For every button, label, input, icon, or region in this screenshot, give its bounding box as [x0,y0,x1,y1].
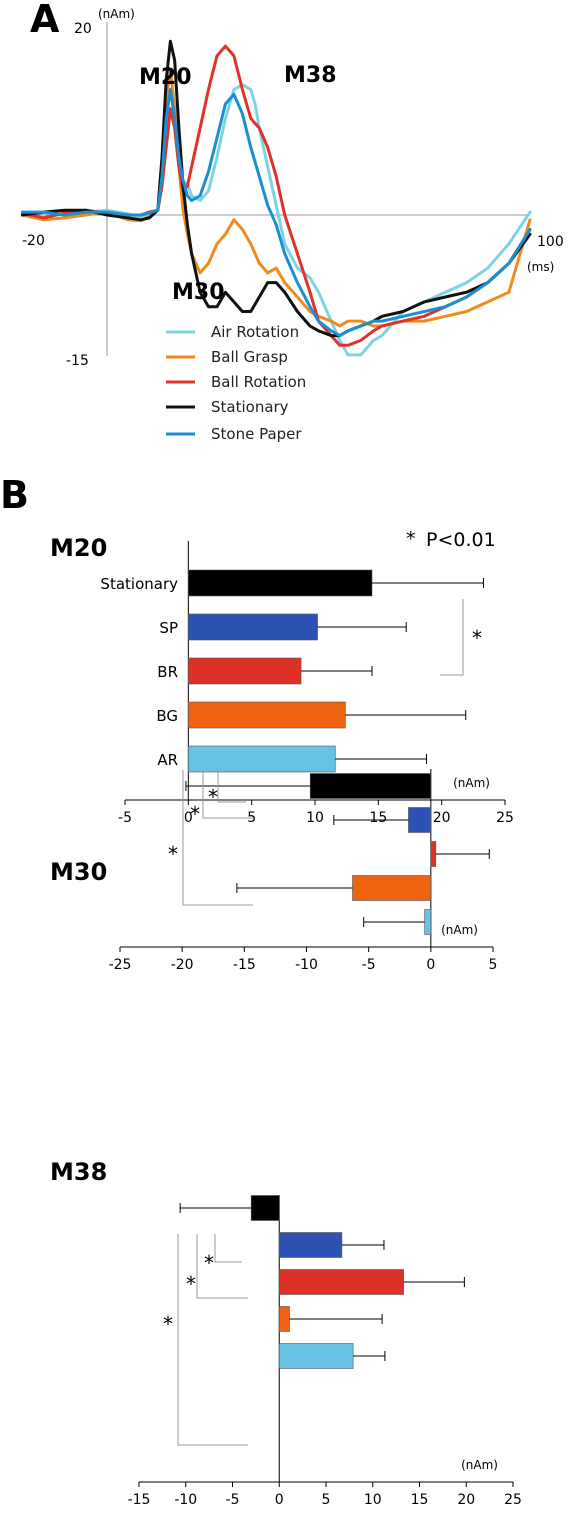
category-label-stationary: Stationary [100,575,178,593]
panel-b-letter: B [0,473,29,517]
panel-a-letter: A [30,0,60,41]
bar-br [188,657,302,685]
significance-star: * [186,1272,196,1296]
bar-stationary [309,773,432,799]
bar-chart-m38: M38 -15 -10 -5 0 5 10 15 20 25 (nAm) * * * [50,1158,522,1508]
legend-label-ball-grasp: Ball Grasp [211,348,288,366]
x-tick-label: -15 [233,957,256,973]
significance-star: * [163,1312,173,1336]
waveform-stationary [20,39,532,338]
note-star: * [406,528,416,550]
waveform-stone-paper [20,88,532,338]
y-tick-top: 20 [74,21,92,37]
x-tick-label: 20 [457,1492,475,1508]
waveform-series [20,39,532,357]
unit-label: (nAm) [461,1458,498,1472]
x-tick-label: -10 [174,1492,197,1508]
x-tick-label: -15 [128,1492,151,1508]
significance-bracket [217,770,246,803]
bar-sp [188,613,318,641]
x-tick-label: -5 [118,810,132,826]
bar-bg [278,1306,290,1332]
bar-bg [352,875,432,901]
peak-label-m30: M30 [172,280,225,305]
significance-bracket [440,599,464,676]
legend-label-air-rotation: Air Rotation [211,323,299,341]
x-tick-label: 0 [426,957,435,973]
x-tick-label: 25 [504,1492,522,1508]
significance-note: P<0.01 [426,529,496,551]
unit-label: (nAm) [453,776,490,790]
legend-label-stone-paper: Stone Paper [211,425,302,443]
peak-label-m38: M38 [284,63,337,88]
bar-br [430,841,437,867]
bar-br [278,1269,404,1295]
bar-stationary [188,569,373,597]
y-unit-label: (nAm) [98,7,135,21]
significance-star: * [204,1251,214,1275]
bar-ar [188,745,336,773]
x-tick-label: 15 [369,810,387,826]
bar-chart-m20: M20 * P<0.01 -5 0 5 10 15 20 25(nAm)Stationary… [50,528,514,826]
x-tick-label: -25 [109,957,132,973]
bar-ar [424,909,432,935]
x-tick-label: 5 [322,1492,331,1508]
category-label-br: BR [157,663,178,681]
waveform-chart: 20 (nAm) -15 -20 100 (ms) M20 M30 M38 Ai… [20,7,564,443]
x-tick-label: 5 [489,957,498,973]
significance-bracket [177,1234,248,1446]
chart-title-m20: M20 [50,534,107,562]
category-label-ar: AR [157,751,178,769]
x-tick-label: 0 [275,1492,284,1508]
legend-label-stationary: Stationary [211,398,289,416]
legend: Air Rotation Ball Grasp Ball Rotation Stati… [166,323,306,443]
chart-title-m30: M30 [50,858,107,886]
unit-label: (nAm) [441,923,478,937]
significance-bracket [196,1234,248,1299]
significance-bracket [182,770,253,906]
category-label-bg: BG [156,707,178,725]
bar-sp [278,1232,343,1258]
bar-stationary [250,1195,280,1221]
significance-star: * [208,785,218,809]
significance-star: * [190,802,200,826]
y-tick-bottom: -15 [66,353,89,369]
significance-bracket [202,770,253,819]
bar-sp [408,807,432,833]
x-tick-label: 20 [433,810,451,826]
category-label-sp: SP [159,619,178,637]
waveform-ball-rotation [20,44,532,347]
x-tick-label: 25 [496,810,514,826]
x-unit-label: (ms) [527,260,554,274]
bar-chart-m30: M30 -25 -20 -15 -10 -5 0 5 (nAm) * * * [50,769,497,973]
x-tick-label: -10 [295,957,318,973]
x-tick-label: -20 [171,957,194,973]
bar-ar [278,1343,354,1369]
x-tick-label: -5 [226,1492,240,1508]
x-tick-right: 100 [537,234,564,250]
bar-bg [188,701,346,729]
significance-star: * [168,842,178,866]
legend-label-ball-rotation: Ball Rotation [211,373,306,391]
x-tick-left: -20 [22,233,45,249]
x-tick-label: 10 [306,810,324,826]
peak-label-m20: M20 [139,65,192,90]
chart-title-m38: M38 [50,1158,107,1186]
x-tick-label: 10 [364,1492,382,1508]
significance-star: * [472,626,482,650]
significance-bracket [214,1234,242,1263]
x-tick-label: -5 [362,957,376,973]
x-tick-label: 0 [184,810,193,826]
x-tick-label: 15 [411,1492,429,1508]
